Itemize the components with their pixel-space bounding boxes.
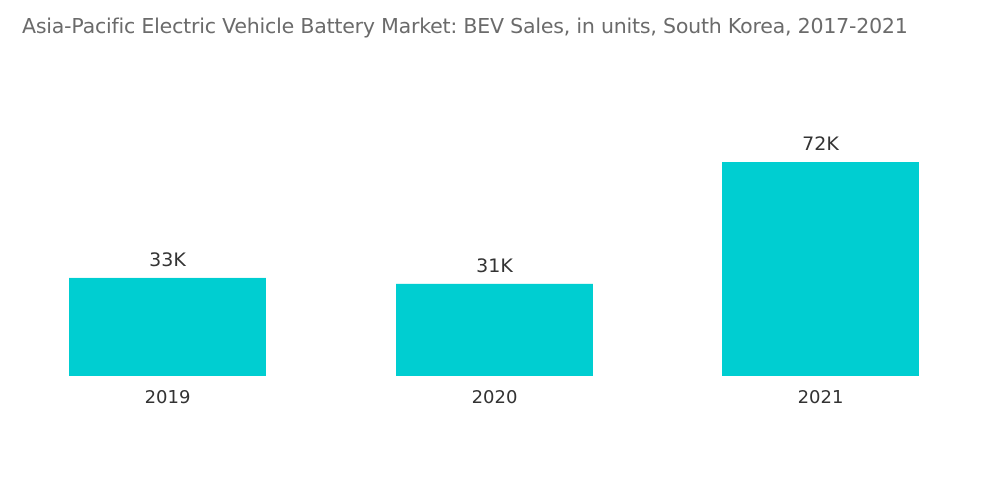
bar-2020 [396,283,593,376]
x-axis-tick-labels: 2019 2020 2021 [145,387,844,408]
x-tick-2020: 2020 [472,387,518,408]
x-tick-2021: 2021 [798,387,844,408]
chart-title: Asia-Pacific Electric Vehicle Battery Ma… [22,14,908,38]
data-label-2021: 72K [802,133,839,155]
data-labels-layer: 33K 31K 72K [149,133,839,277]
data-label-2020: 31K [476,255,513,277]
data-label-2019: 33K [149,249,186,271]
bar-2019 [69,277,266,376]
bars-layer [69,162,919,376]
x-tick-2019: 2019 [145,387,191,408]
bar-2021 [722,162,919,376]
